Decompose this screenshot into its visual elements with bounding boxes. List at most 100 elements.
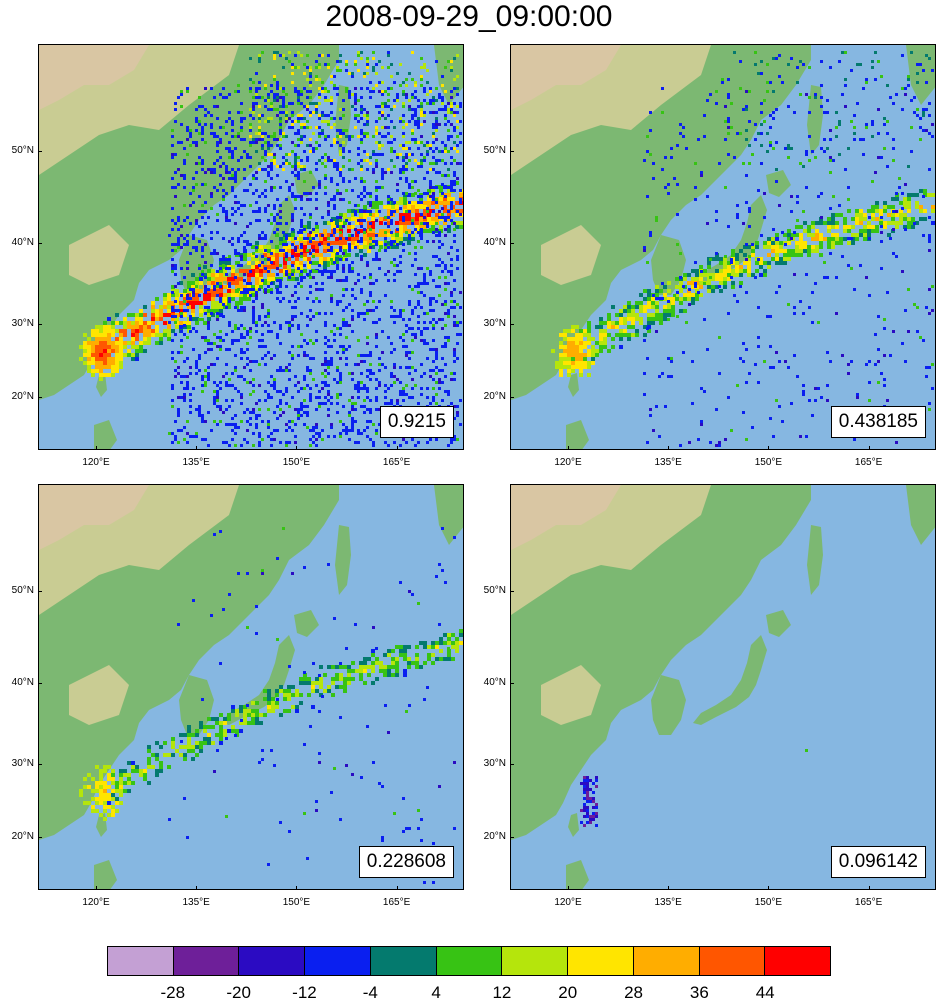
lat-tick-label: 50°N	[0, 145, 34, 157]
plot-title: 2008-09-29_09:00:00	[0, 0, 938, 38]
panel-value-box: 0.9215	[380, 406, 454, 438]
lon-tick-mark	[96, 886, 97, 890]
colorbar-label: 36	[674, 984, 724, 1002]
lat-tick-mark	[38, 243, 42, 244]
panel-value-box: 0.096142	[831, 846, 926, 878]
lat-tick-label: 50°N	[0, 585, 34, 597]
colorbar-swatch	[239, 947, 305, 975]
lat-tick-label: 30°N	[466, 318, 506, 330]
lat-tick-label: 40°N	[0, 677, 34, 689]
lat-tick-label: 20°N	[466, 831, 506, 843]
lon-tick-mark	[568, 886, 569, 890]
lon-tick-mark	[568, 446, 569, 450]
land-kamchatka	[906, 485, 936, 545]
lat-tick-mark	[38, 764, 42, 765]
lat-tick-label: 20°N	[0, 831, 34, 843]
land-hokkaido	[766, 170, 791, 197]
lat-tick-label: 20°N	[466, 391, 506, 403]
lon-tick-mark	[768, 886, 769, 890]
lat-tick-mark	[510, 683, 514, 684]
lon-tick-label: 150°E	[743, 457, 793, 469]
lat-tick-mark	[38, 683, 42, 684]
lat-tick-label: 30°N	[0, 758, 34, 770]
lat-tick-mark	[510, 764, 514, 765]
lat-tick-mark	[38, 837, 42, 838]
land-sakhalin	[335, 525, 351, 595]
colorbar	[107, 946, 831, 976]
land-philippines	[566, 860, 589, 890]
land-philippines	[94, 860, 117, 890]
lat-tick-mark	[510, 837, 514, 838]
colorbar-label: 12	[477, 984, 527, 1002]
lat-tick-label: 40°N	[466, 237, 506, 249]
lon-tick-mark	[196, 886, 197, 890]
colorbar-swatch	[174, 947, 240, 975]
lon-tick-mark	[397, 446, 398, 450]
lon-tick-mark	[869, 446, 870, 450]
lat-tick-label: 50°N	[466, 585, 506, 597]
lon-tick-label: 120°E	[71, 457, 121, 469]
lon-tick-label: 135°E	[171, 897, 221, 909]
lat-tick-label: 50°N	[466, 145, 506, 157]
lat-tick-mark	[510, 243, 514, 244]
map-panel-4: 0.096142	[510, 484, 936, 890]
land-hokkaido	[294, 610, 319, 637]
lon-tick-label: 165°E	[844, 897, 894, 909]
precip-field	[580, 749, 808, 827]
lon-tick-label: 135°E	[171, 457, 221, 469]
lon-tick-label: 120°E	[71, 897, 121, 909]
map-panel-1: 0.9215	[38, 44, 464, 450]
lon-tick-label: 165°E	[372, 457, 422, 469]
lon-tick-label: 135°E	[643, 897, 693, 909]
map-canvas	[39, 485, 464, 890]
colorbar-label: -28	[148, 984, 198, 1002]
land-hokkaido	[766, 610, 791, 637]
map-frame	[510, 484, 936, 890]
land-sakhalin	[807, 525, 823, 595]
lon-tick-label: 165°E	[844, 457, 894, 469]
colorbar-swatch	[502, 947, 568, 975]
colorbar-label: 20	[543, 984, 593, 1002]
lat-tick-label: 40°N	[0, 237, 34, 249]
lat-tick-label: 30°N	[0, 318, 34, 330]
lon-tick-label: 150°E	[271, 897, 321, 909]
lon-tick-mark	[296, 886, 297, 890]
lat-tick-label: 40°N	[466, 677, 506, 689]
lon-tick-label: 120°E	[543, 897, 593, 909]
map-canvas	[39, 45, 464, 450]
colorbar-label: 44	[740, 984, 790, 1002]
lat-tick-mark	[510, 397, 514, 398]
lon-tick-mark	[96, 446, 97, 450]
colorbar-label: 4	[411, 984, 461, 1002]
lat-tick-mark	[510, 151, 514, 152]
map-panel-3: 0.228608	[38, 484, 464, 890]
lon-tick-mark	[397, 886, 398, 890]
colorbar-label: -20	[214, 984, 264, 1002]
lat-tick-label: 20°N	[0, 391, 34, 403]
lon-tick-mark	[668, 446, 669, 450]
colorbar-swatch	[568, 947, 634, 975]
land-kamchatka	[434, 485, 464, 545]
colorbar-swatch	[634, 947, 700, 975]
map-panel-2: 0.438185	[510, 44, 936, 450]
land-japan	[693, 635, 767, 725]
lat-tick-label: 30°N	[466, 758, 506, 770]
land-taiwan	[568, 813, 579, 837]
land-korea	[651, 675, 686, 735]
lat-tick-mark	[38, 397, 42, 398]
lat-tick-mark	[510, 324, 514, 325]
colorbar-swatch	[108, 947, 174, 975]
colorbar-label: 28	[609, 984, 659, 1002]
lat-tick-mark	[38, 151, 42, 152]
lon-tick-mark	[196, 446, 197, 450]
colorbar-swatch	[371, 947, 437, 975]
colorbar-label: -4	[345, 984, 395, 1002]
lat-tick-mark	[38, 324, 42, 325]
lon-tick-label: 135°E	[643, 457, 693, 469]
colorbar-label: -12	[279, 984, 329, 1002]
lon-tick-label: 150°E	[271, 457, 321, 469]
colorbar-swatch	[700, 947, 766, 975]
colorbar-swatch	[437, 947, 503, 975]
lat-tick-mark	[510, 591, 514, 592]
lon-tick-mark	[869, 886, 870, 890]
